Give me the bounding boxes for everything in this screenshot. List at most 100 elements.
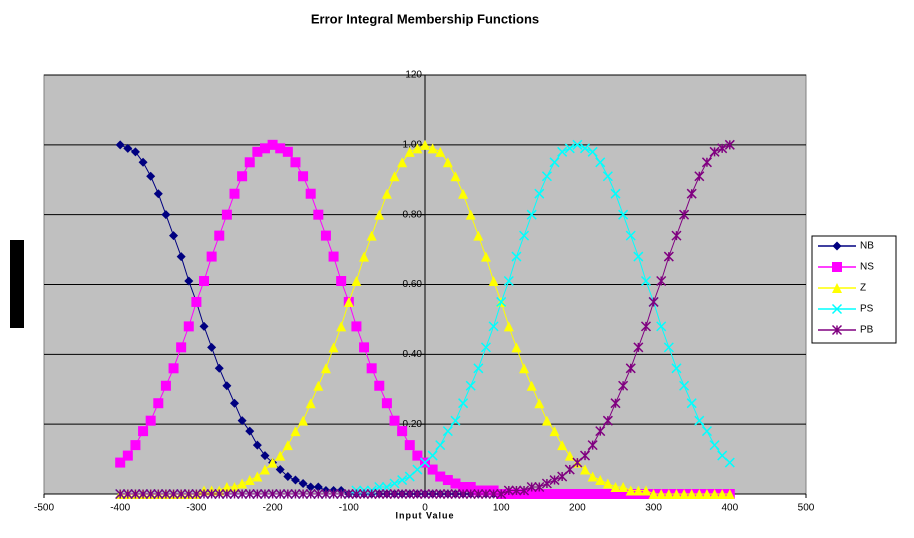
data-point bbox=[579, 450, 591, 461]
data-point bbox=[686, 398, 697, 409]
x-tick-label: -200 bbox=[263, 503, 283, 514]
data-point bbox=[595, 475, 606, 486]
data-point bbox=[146, 171, 156, 181]
data-point bbox=[397, 157, 408, 168]
data-point bbox=[412, 488, 423, 500]
data-point bbox=[389, 488, 400, 500]
data-point bbox=[701, 426, 712, 437]
data-point bbox=[473, 488, 484, 500]
data-point bbox=[442, 488, 453, 500]
legend bbox=[811, 235, 897, 344]
x-tick-label: -100 bbox=[339, 503, 359, 514]
data-point bbox=[549, 475, 560, 486]
data-point bbox=[282, 146, 293, 157]
data-point bbox=[717, 489, 728, 499]
data-point bbox=[252, 440, 262, 450]
data-point bbox=[579, 143, 591, 154]
data-point bbox=[229, 482, 240, 493]
data-point bbox=[686, 489, 697, 499]
data-point bbox=[503, 485, 514, 496]
data-point bbox=[618, 380, 629, 391]
data-point bbox=[183, 488, 194, 500]
data-point bbox=[480, 488, 491, 500]
data-point bbox=[183, 321, 194, 332]
data-point bbox=[625, 230, 636, 241]
data-point bbox=[359, 251, 370, 262]
data-point bbox=[435, 471, 446, 482]
data-point bbox=[130, 147, 140, 157]
data-point bbox=[214, 363, 224, 373]
data-point bbox=[618, 209, 629, 220]
data-point bbox=[496, 488, 507, 500]
data-point bbox=[374, 209, 385, 220]
data-point bbox=[458, 482, 469, 493]
data-point bbox=[122, 488, 133, 500]
data-point bbox=[198, 488, 210, 500]
data-point bbox=[145, 415, 156, 426]
data-point bbox=[397, 488, 408, 500]
data-point bbox=[564, 489, 575, 499]
y-axis-title-block bbox=[10, 240, 24, 328]
data-point bbox=[328, 488, 339, 500]
data-point bbox=[160, 380, 171, 391]
data-point bbox=[435, 440, 446, 451]
data-point bbox=[541, 415, 552, 426]
data-point bbox=[259, 488, 271, 500]
y-tick-label: 0.60 bbox=[403, 279, 423, 290]
data-point bbox=[427, 450, 438, 461]
data-point bbox=[534, 398, 545, 409]
data-point bbox=[115, 488, 126, 500]
x-tick-label: 100 bbox=[493, 503, 510, 514]
data-point bbox=[602, 415, 613, 426]
data-point bbox=[412, 450, 423, 461]
y-tick-label: 0.20 bbox=[403, 419, 423, 430]
data-point bbox=[267, 139, 278, 150]
data-point bbox=[526, 481, 537, 493]
data-point bbox=[435, 146, 446, 157]
data-point bbox=[305, 188, 316, 199]
data-point bbox=[359, 342, 370, 353]
data-point bbox=[450, 415, 461, 426]
data-point bbox=[230, 398, 239, 408]
legend-label: NS bbox=[860, 262, 874, 273]
data-point bbox=[374, 488, 385, 500]
data-point bbox=[313, 482, 323, 492]
data-point bbox=[480, 342, 491, 353]
data-point bbox=[206, 251, 217, 262]
data-point bbox=[587, 440, 598, 451]
data-point bbox=[633, 251, 644, 262]
legend-marker bbox=[832, 241, 842, 251]
data-point bbox=[282, 440, 293, 451]
data-point bbox=[298, 415, 309, 426]
data-point bbox=[465, 488, 476, 500]
data-point bbox=[290, 475, 300, 485]
data-point bbox=[549, 489, 560, 499]
data-point bbox=[450, 171, 461, 182]
data-point bbox=[580, 489, 591, 499]
data-point bbox=[419, 488, 431, 500]
data-point bbox=[442, 475, 453, 486]
data-point bbox=[267, 457, 278, 468]
legend-marker bbox=[832, 262, 842, 272]
data-point bbox=[519, 485, 530, 496]
data-point bbox=[298, 488, 309, 500]
data-point bbox=[458, 488, 469, 500]
legend-marker bbox=[832, 283, 842, 293]
legend-marker bbox=[831, 324, 843, 336]
data-point bbox=[625, 363, 636, 374]
data-point bbox=[381, 488, 392, 500]
data-point bbox=[351, 321, 362, 332]
data-point bbox=[168, 488, 179, 500]
data-point bbox=[214, 488, 225, 500]
data-point bbox=[176, 342, 187, 353]
data-point bbox=[663, 251, 674, 262]
data-point bbox=[404, 440, 415, 451]
data-point bbox=[511, 342, 522, 353]
x-tick-label: 200 bbox=[569, 503, 586, 514]
data-point bbox=[191, 488, 202, 500]
y-tick-label: 120 bbox=[405, 70, 422, 81]
data-point bbox=[465, 482, 476, 493]
x-tick-label: 300 bbox=[645, 503, 662, 514]
data-point bbox=[260, 451, 270, 461]
